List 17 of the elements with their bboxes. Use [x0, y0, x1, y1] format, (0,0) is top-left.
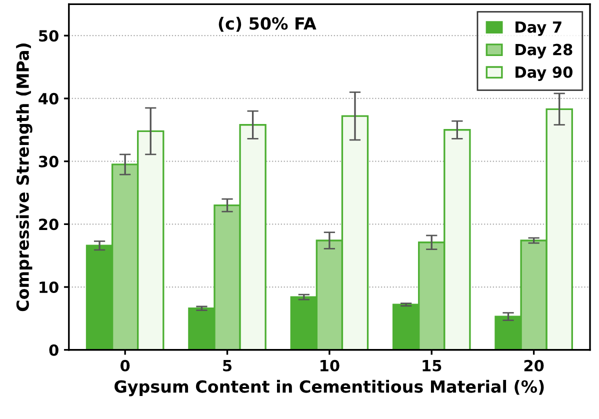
x-tick-label: 15	[422, 360, 442, 372]
legend-label: Day 90	[516, 66, 572, 81]
text: (c) 50% FA	[218, 16, 316, 32]
y-tick-label: 30	[38, 156, 58, 168]
y-tick-label: 0	[49, 344, 58, 356]
y-axis-title: Compressive Strength (MPa)	[16, 44, 32, 312]
y-tick-label: 40	[38, 92, 58, 104]
legend-label: Day 7	[516, 21, 562, 36]
legend-label: Day 28	[516, 44, 572, 58]
x-tick-label: 5	[223, 360, 232, 372]
x-tick-label: 20	[524, 360, 544, 372]
y-tick-label: 10	[40, 281, 58, 294]
x-tick-label: 0	[120, 360, 130, 372]
x-tick-label: 10	[320, 360, 340, 372]
y-tick-label: 50	[39, 30, 58, 42]
x-axis-title: Gypsum Content in Cementitious Material (%)	[114, 380, 544, 396]
y-tick-label: 20	[39, 218, 58, 230]
